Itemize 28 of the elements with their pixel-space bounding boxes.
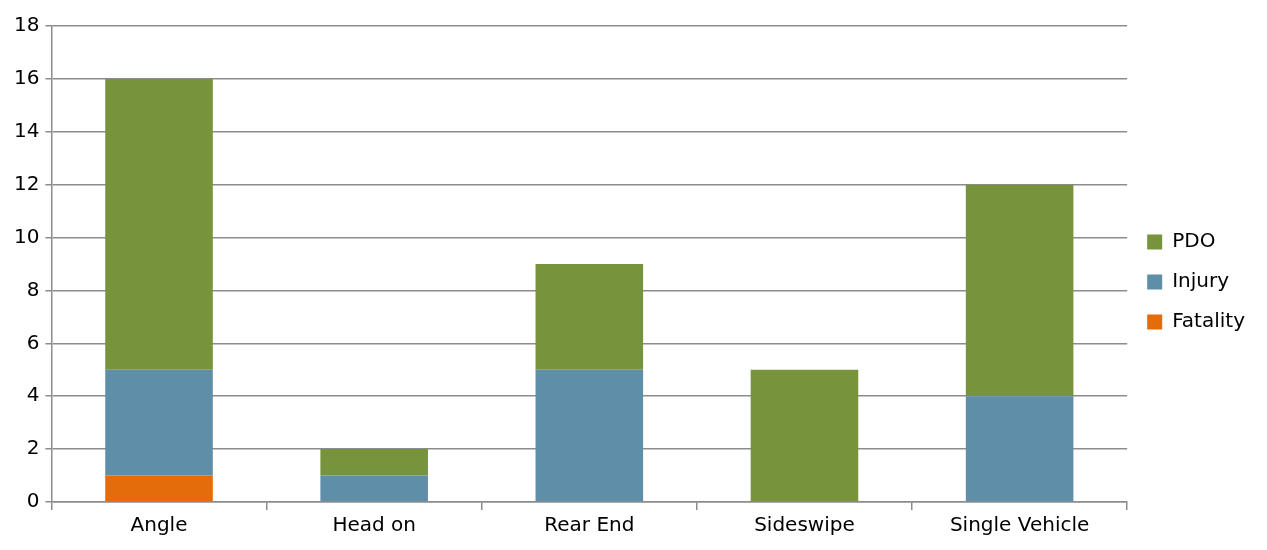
legend-label: Injury [1172,268,1230,293]
legend-label: Fatality [1172,308,1246,333]
bar [320,449,428,476]
y-tick-label: 2 [26,435,40,460]
legend-label: PDO [1172,228,1216,253]
bar [750,369,859,502]
bar [965,396,1074,502]
y-tick-label: 14 [14,117,40,142]
y-tick-label: 16 [14,65,40,90]
y-tick-label: 0 [26,488,40,513]
y-tick-label: 4 [26,382,40,407]
bar [965,184,1074,397]
x-tick-label: Head on [332,512,416,537]
y-tick-label: 6 [26,329,40,354]
x-tick-label: Rear End [544,512,635,537]
bar [535,369,644,502]
y-tick-label: 12 [14,170,40,195]
bar [320,475,428,502]
bar [105,78,213,370]
bar [105,475,213,502]
x-tick-label: Single Vehicle [949,512,1090,537]
y-tick-label: 10 [14,223,40,248]
x-tick-label: Angle [130,512,188,537]
x-tick-label: Sideswipe [754,512,855,537]
y-tick-label: 8 [26,276,40,301]
bar [105,369,213,476]
bar [535,264,644,370]
y-tick-label: 18 [14,12,40,37]
